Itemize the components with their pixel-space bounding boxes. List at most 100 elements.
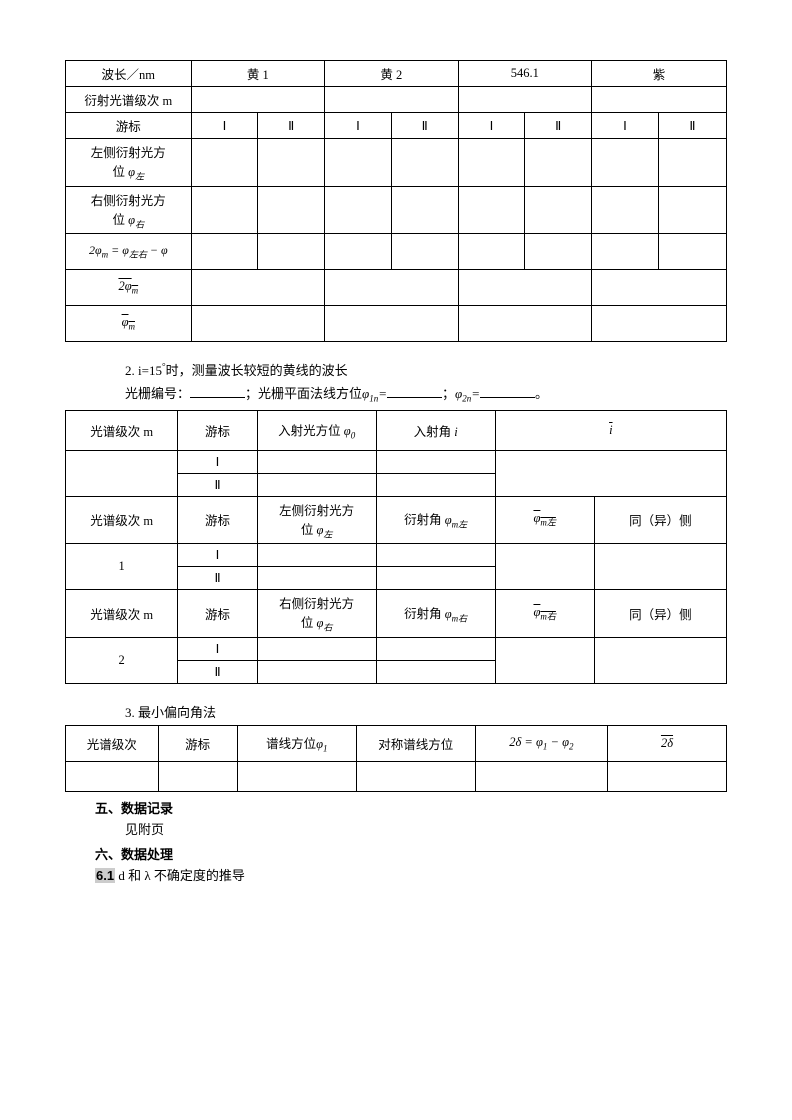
table-row: 2 Ⅰ — [66, 637, 727, 660]
text: 2. i=15 — [125, 363, 162, 378]
num: 6.1 — [95, 868, 115, 883]
table-row: 2φm = φ左右 − φ — [66, 234, 727, 270]
cell: 游标 — [178, 410, 257, 450]
label: 入射光方位 φ0 — [278, 424, 355, 438]
phi-right-symbol: φ右 — [128, 213, 144, 227]
heading-5-sub: 见附页 — [125, 819, 727, 838]
label: 左侧衍射光方 — [91, 146, 166, 160]
cell: Ⅱ — [391, 113, 458, 139]
cell: Ⅰ — [325, 113, 392, 139]
table-1: 波长／nm 黄 1 黄 2 546.1 紫 衍射光谱级次 m 游标 Ⅰ Ⅱ Ⅰ … — [65, 60, 727, 342]
table-row: φm — [66, 306, 727, 342]
table-row: 1 Ⅰ — [66, 544, 727, 567]
label: 位 — [113, 165, 129, 179]
cell: 光谱级次 — [66, 725, 159, 761]
phi-bar: φm左 — [533, 511, 555, 525]
cell: 左侧衍射光方位 φ左 — [257, 496, 376, 544]
cell — [325, 87, 459, 113]
cell: 右侧衍射光方位 φ右 — [257, 590, 376, 638]
text: 时，测量波长较短的黄线的波长 — [166, 363, 348, 378]
text: d 和 λ 不确定度的推导 — [115, 868, 245, 883]
section-3-heading: 3. 最小偏向角法 — [125, 702, 727, 721]
formula: φm — [122, 315, 135, 329]
cell: Ⅰ — [592, 113, 659, 139]
cell: 衍射角 φm左 — [376, 496, 495, 544]
cell: 2 — [66, 637, 178, 683]
heading-5: 五、数据记录 — [95, 798, 727, 817]
cell — [66, 450, 178, 496]
label: 入射角 i — [414, 425, 458, 439]
cell: 游标 — [66, 113, 192, 139]
cell: 黄 1 — [191, 61, 325, 87]
cell: 左侧衍射光方 位 φ左 — [66, 139, 192, 187]
cell — [592, 87, 727, 113]
text: ； — [442, 386, 455, 401]
cell: Ⅰ — [191, 113, 258, 139]
cell: 2δ = φ1 − φ2 — [475, 725, 607, 761]
cell: Ⅱ — [658, 113, 726, 139]
cell: 衍射角 φm右 — [376, 590, 495, 638]
cell: Ⅰ — [178, 544, 257, 567]
cell — [191, 87, 325, 113]
cell: 波长／nm — [66, 61, 192, 87]
table-row: 光谱级次 m 游标 右侧衍射光方位 φ右 衍射角 φm右 φm右 同（异）侧 — [66, 590, 727, 638]
table-2: 光谱级次 m 游标 入射光方位 φ0 入射角 i i Ⅰ Ⅱ 光谱级次 m 游标… — [65, 410, 727, 684]
cell: 546.1 — [458, 61, 592, 87]
section-2-line-1: 2. i=15°时，测量波长较短的黄线的波长 — [125, 360, 727, 379]
text: 。 — [535, 386, 548, 401]
table-3: 光谱级次 游标 谱线方位φ1 对称谱线方位 2δ = φ1 − φ2 2δ — [65, 725, 727, 792]
heading-text: 六、数据处理 — [95, 847, 173, 862]
cell: 衍射光谱级次 m — [66, 87, 192, 113]
label: 谱线方位φ1 — [266, 737, 327, 751]
phi1n: φ1n= — [362, 386, 387, 401]
cell: 游标 — [158, 725, 237, 761]
cell: 入射角 i — [376, 410, 495, 450]
cell: 1 — [66, 544, 178, 590]
table-row: 光谱级次 游标 谱线方位φ1 对称谱线方位 2δ = φ1 − φ2 2δ — [66, 725, 727, 761]
formula: 2φm = φ左右 − φ — [89, 243, 168, 257]
cell: 紫 — [592, 61, 727, 87]
phi2n: φ2n= — [455, 386, 480, 401]
cell: 入射光方位 φ0 — [257, 410, 376, 450]
phi-left-symbol: φ左 — [128, 165, 144, 179]
cell: Ⅱ — [178, 567, 257, 590]
text: 光栅编号： — [125, 386, 190, 401]
cell: Ⅱ — [525, 113, 592, 139]
cell: i — [495, 410, 726, 450]
blank-field — [387, 386, 442, 398]
table-row: Ⅰ — [66, 450, 727, 473]
cell: 同（异）侧 — [594, 496, 726, 544]
cell: φm左 — [495, 496, 594, 544]
cell: 游标 — [178, 496, 257, 544]
table-row — [66, 761, 727, 791]
blank-field — [190, 386, 245, 398]
cell: φm — [66, 306, 192, 342]
cell: 2φm — [66, 270, 192, 306]
table-row: 衍射光谱级次 m — [66, 87, 727, 113]
table-row: 右侧衍射光方 位 φ右 — [66, 186, 727, 234]
cell: 对称谱线方位 — [356, 725, 475, 761]
cell: 游标 — [178, 590, 257, 638]
cell: Ⅰ — [458, 113, 525, 139]
table-row: 光谱级次 m 游标 入射光方位 φ0 入射角 i i — [66, 410, 727, 450]
table-row: 2φm — [66, 270, 727, 306]
cell: 同（异）侧 — [594, 590, 726, 638]
cell: 2δ — [607, 725, 726, 761]
label: 右侧衍射光方 — [279, 597, 354, 611]
phi-bar: φm右 — [533, 605, 555, 619]
heading-6: 六、数据处理 — [95, 844, 727, 863]
section-2-line-2: 光栅编号： ；光栅平面法线方位φ1n= ；φ2n= 。 — [125, 383, 727, 404]
blank-field — [480, 386, 535, 398]
cell: φm右 — [495, 590, 594, 638]
heading-text: 五、数据记录 — [95, 801, 173, 816]
table-row: 光谱级次 m 游标 左侧衍射光方位 φ左 衍射角 φm左 φm左 同（异）侧 — [66, 496, 727, 544]
cell: 光谱级次 m — [66, 496, 178, 544]
text: ；光栅平面法线方位 — [245, 386, 362, 401]
table-row: 游标 Ⅰ Ⅱ Ⅰ Ⅱ Ⅰ Ⅱ Ⅰ Ⅱ — [66, 113, 727, 139]
cell: Ⅰ — [178, 637, 257, 660]
cell: 光谱级次 m — [66, 410, 178, 450]
heading-6-1: 6.1 d 和 λ 不确定度的推导 — [95, 865, 727, 884]
cell: 黄 2 — [325, 61, 459, 87]
label: 位 — [113, 213, 129, 227]
table-row: 左侧衍射光方 位 φ左 — [66, 139, 727, 187]
